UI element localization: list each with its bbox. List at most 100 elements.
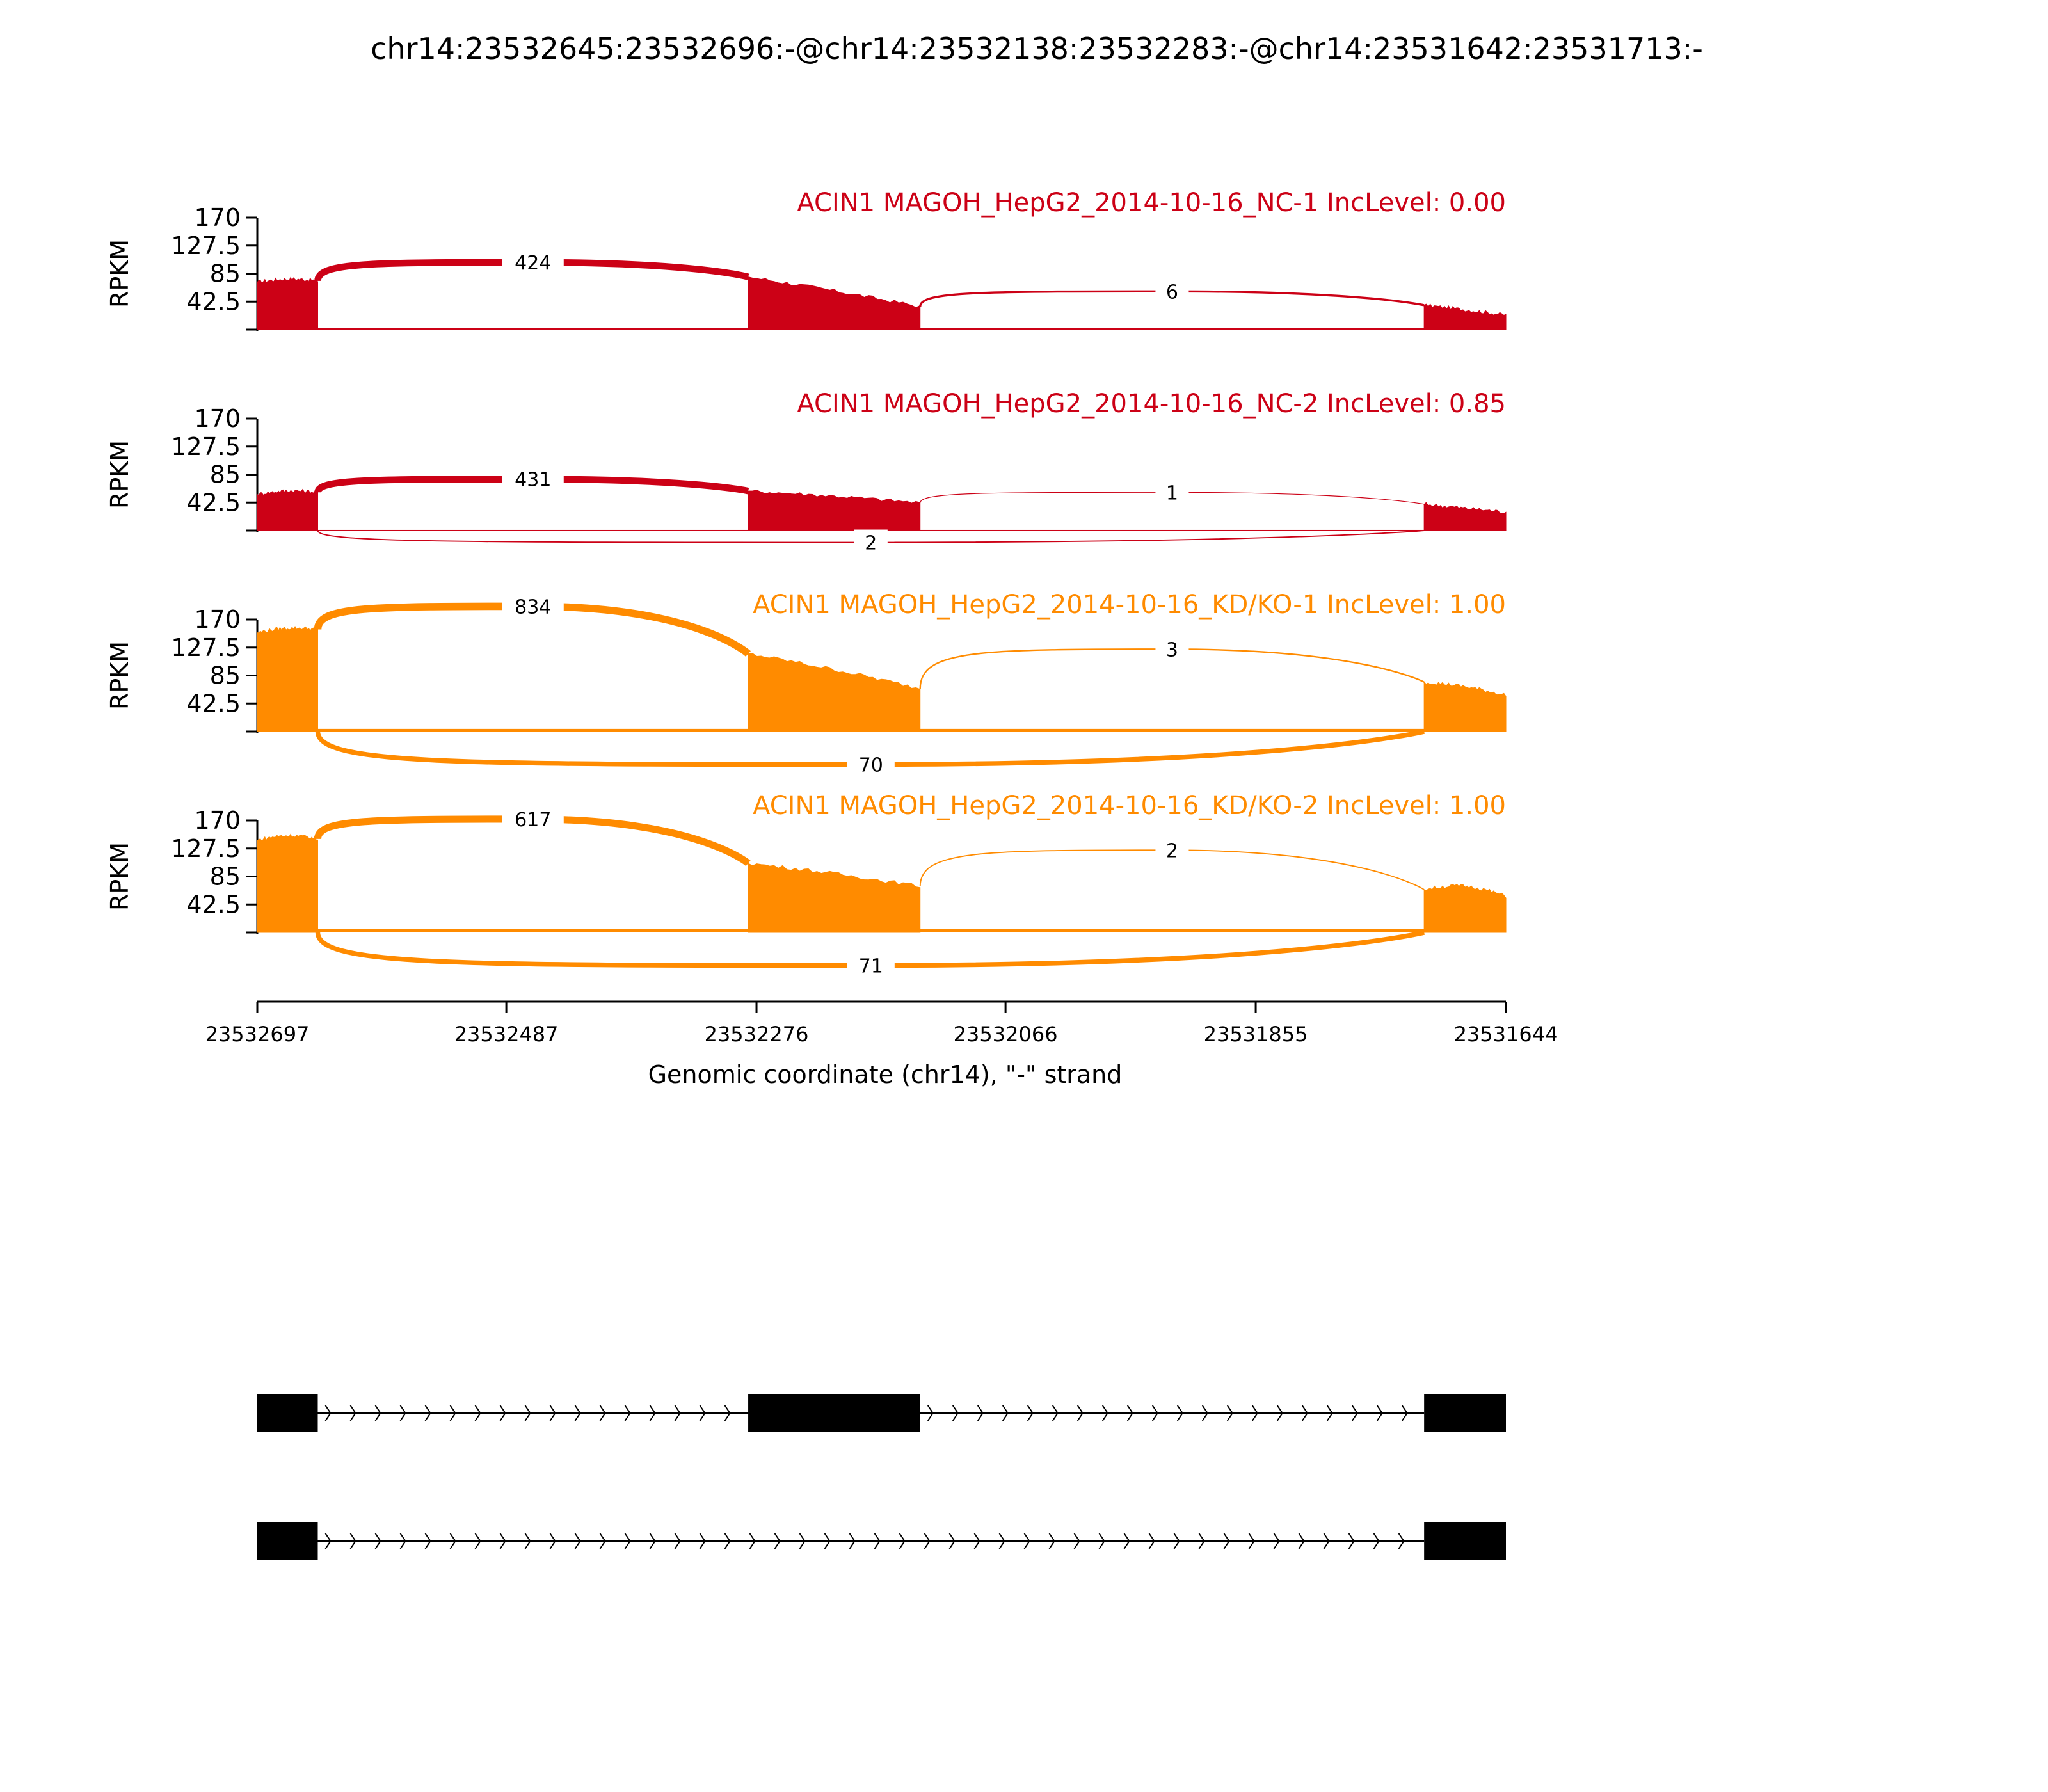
- strand-arrow: [474, 1533, 481, 1549]
- strand-arrow: [1248, 1533, 1255, 1549]
- strand-arrow: [899, 1533, 906, 1549]
- strand-arrow: [424, 1405, 431, 1421]
- x-axis-label: Genomic coordinate (chr14), "-" strand: [648, 1060, 1123, 1089]
- strand-arrow: [674, 1533, 681, 1549]
- junction-count-label: 70: [859, 754, 883, 776]
- y-tick-label: 170: [194, 404, 241, 433]
- exon-block: [748, 1394, 920, 1432]
- strand-arrow: [649, 1405, 656, 1421]
- y-tick-label: 127.5: [171, 835, 241, 863]
- exon-coverage: [257, 833, 318, 933]
- series-label: ACIN1 MAGOH_HepG2_2014-10-16_KD/KO-1 Inc…: [753, 590, 1506, 620]
- strand-arrow: [624, 1533, 631, 1549]
- strand-arrow: [499, 1405, 506, 1421]
- y-axis-label: RPKM: [106, 641, 134, 710]
- junction-count-label: 3: [1166, 639, 1178, 661]
- strand-arrow: [1173, 1533, 1180, 1549]
- isoform-structures: [257, 1394, 1506, 1560]
- exon-coverage: [748, 863, 921, 933]
- exon-block: [1424, 1522, 1506, 1560]
- strand-arrow: [1226, 1405, 1233, 1421]
- strand-arrow: [474, 1405, 481, 1421]
- junction-count-label: 6: [1166, 281, 1178, 303]
- y-tick-label: 42.5: [186, 689, 241, 717]
- strand-arrow: [1298, 1533, 1305, 1549]
- strand-arrow: [1148, 1533, 1155, 1549]
- strand-arrow: [998, 1533, 1005, 1549]
- strand-arrow: [1273, 1533, 1280, 1549]
- strand-arrow: [524, 1405, 531, 1421]
- exon-block: [257, 1522, 318, 1560]
- junction-count-label: 1: [1166, 482, 1178, 504]
- junction-label-bg: [847, 751, 895, 778]
- strand-arrow: [649, 1533, 656, 1549]
- junction-label-bg: [854, 529, 888, 556]
- series-label: ACIN1 MAGOH_HepG2_2014-10-16_NC-1 IncLev…: [797, 188, 1506, 218]
- strand-arrow: [1076, 1405, 1084, 1421]
- y-tick-label: 85: [210, 662, 241, 690]
- x-tick-label: 23532697: [205, 1022, 310, 1046]
- strand-arrow: [349, 1405, 356, 1421]
- junction-label-bg: [1155, 479, 1189, 506]
- junction-label-bg: [502, 806, 564, 832]
- strand-arrow: [799, 1533, 806, 1549]
- y-tick-label: 85: [210, 863, 241, 891]
- strand-arrow: [1151, 1405, 1158, 1421]
- strand-arrow: [699, 1405, 706, 1421]
- strand-arrow: [399, 1405, 406, 1421]
- genomic-x-axis: 23532697 23532487 23532276 23532066 23531855…: [205, 1000, 1558, 1046]
- strand-arrow: [1251, 1405, 1258, 1421]
- strand-arrow: [973, 1533, 980, 1549]
- strand-arrow: [349, 1533, 356, 1549]
- strand-arrow: [524, 1533, 531, 1549]
- strand-arrow: [374, 1405, 381, 1421]
- y-tick-label: 170: [194, 806, 241, 835]
- strand-arrow: [924, 1533, 931, 1549]
- strand-arrow: [1326, 1405, 1333, 1421]
- y-tick-label: 127.5: [171, 634, 241, 662]
- exon-coverage: [748, 653, 921, 732]
- exon-block: [1424, 1394, 1506, 1432]
- exon-coverage: [257, 488, 318, 531]
- junction-label-bg: [1155, 278, 1189, 305]
- strand-arrow: [549, 1405, 556, 1421]
- figure-title: chr14:23532645:23532696:-@chr14:23532138…: [371, 31, 1703, 66]
- strand-arrow: [574, 1533, 581, 1549]
- strand-arrow: [1276, 1405, 1283, 1421]
- strand-arrow: [574, 1405, 581, 1421]
- strand-arrow: [1176, 1405, 1183, 1421]
- strand-arrow: [324, 1405, 332, 1421]
- isoform-track: [257, 1394, 1506, 1432]
- junction-label-bg: [847, 952, 895, 979]
- exon-block: [257, 1394, 318, 1432]
- x-tick-label: 23532066: [954, 1022, 1058, 1046]
- x-tick-label: 23531855: [1204, 1022, 1308, 1046]
- y-axis-label: RPKM: [106, 239, 134, 308]
- x-tick-label: 23531644: [1454, 1022, 1558, 1046]
- strand-arrow: [774, 1533, 781, 1549]
- junction-count-label: 2: [1166, 840, 1178, 862]
- strand-arrow: [1198, 1533, 1205, 1549]
- exon-coverage: [748, 276, 921, 330]
- strand-arrow: [1052, 1405, 1059, 1421]
- strand-arrow: [499, 1533, 506, 1549]
- y-tick-label: 170: [194, 605, 241, 634]
- strand-arrow: [977, 1405, 984, 1421]
- y-tick-label: 42.5: [186, 890, 241, 918]
- x-tick-label: 23532276: [705, 1022, 809, 1046]
- strand-arrow: [749, 1533, 756, 1549]
- exon-coverage: [257, 626, 318, 732]
- strand-arrow: [1323, 1533, 1330, 1549]
- strand-arrow: [1126, 1405, 1133, 1421]
- strand-arrow: [1376, 1405, 1383, 1421]
- junction-count-label: 431: [515, 469, 551, 492]
- strand-arrow: [624, 1405, 631, 1421]
- strand-arrow: [1027, 1405, 1034, 1421]
- series-label: ACIN1 MAGOH_HepG2_2014-10-16_KD/KO-2 Inc…: [753, 791, 1506, 820]
- strand-arrow: [1123, 1533, 1130, 1549]
